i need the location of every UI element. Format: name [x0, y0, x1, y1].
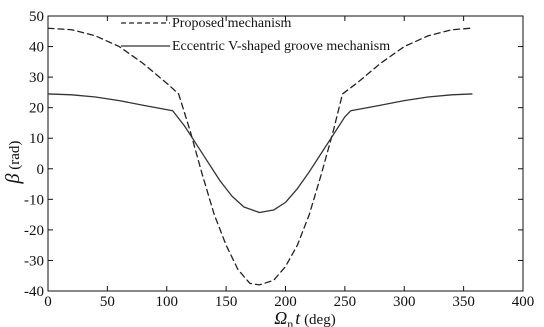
y-tick-label: 50	[29, 9, 44, 25]
x-tick-label: 400	[512, 294, 535, 310]
x-axis-unit: (deg)	[300, 312, 335, 327]
legend-label-eccentric: Eccentric V-shaped groove mechanism	[172, 39, 390, 54]
series-layer	[47, 27, 473, 286]
x-tick-label: 50	[100, 294, 115, 310]
x-tick-label: 200	[274, 294, 297, 310]
legend-label-proposed: Proposed mechanism	[172, 16, 291, 31]
y-axis-label: β (rad)	[2, 141, 24, 185]
plot-area-frame	[47, 15, 524, 292]
y-tick-label: -40	[24, 284, 44, 300]
y-tick-label: 30	[29, 70, 44, 86]
y-tick-label: 20	[29, 101, 44, 117]
y-tick-label: -20	[24, 223, 44, 239]
x-axis-variable: t	[295, 308, 301, 327]
y-tick-label: 10	[29, 131, 44, 147]
y-tick-label: -30	[24, 253, 44, 269]
x-tick-label: 0	[44, 294, 52, 310]
x-axis-ticks: 0 50 100 150 200 250 300 350 400	[44, 16, 534, 310]
y-tick-label: 0	[37, 162, 45, 178]
x-axis-subscript: n	[287, 317, 293, 327]
series-line-eccentric	[47, 93, 473, 214]
x-tick-label: 250	[334, 294, 357, 310]
series-line-proposed	[47, 27, 472, 286]
y-tick-label: 40	[29, 40, 44, 56]
x-tick-label: 300	[393, 294, 416, 310]
x-tick-label: 100	[156, 294, 179, 310]
x-axis-symbol: Ω	[274, 308, 287, 327]
x-axis-label: Ωn t (deg)	[274, 308, 335, 327]
x-tick-label: 150	[215, 294, 238, 310]
y-tick-label: -10	[24, 192, 44, 208]
y-axis-symbol: β	[2, 173, 24, 184]
y-axis-ticks: 50 40 30 20 10 0 -10 -20 -30 -40	[24, 9, 523, 300]
y-axis-unit: (rad)	[7, 141, 23, 174]
x-tick-label: 350	[452, 294, 475, 310]
legend: Proposed mechanism Eccentric V-shaped gr…	[121, 16, 390, 54]
